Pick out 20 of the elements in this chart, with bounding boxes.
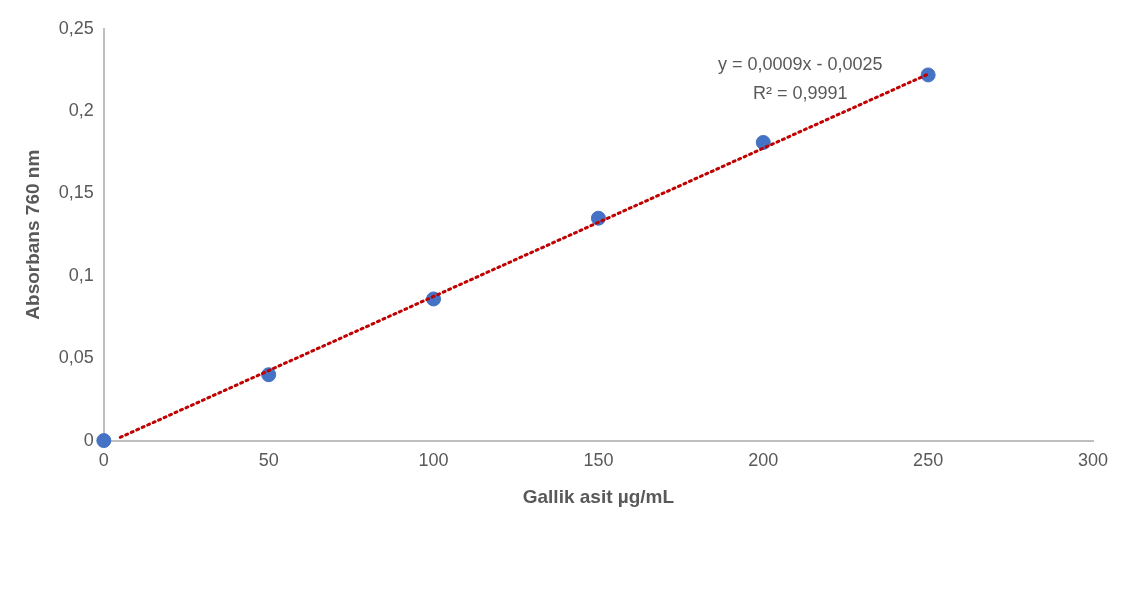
point <box>920 67 936 83</box>
x-tick-label: 300 <box>1077 450 1109 471</box>
x-axis-title: Gallik asit µg/mL <box>522 485 675 507</box>
point <box>96 433 112 449</box>
y-tick-label: 0,25 <box>58 17 94 38</box>
annotation: y = 0,0009x - 0,0025 <box>717 53 883 74</box>
x-tick-label: 250 <box>913 450 944 471</box>
x-tick-label: 150 <box>583 450 614 471</box>
point <box>755 134 771 150</box>
y-tick-label: 0 <box>83 429 94 450</box>
annotation: R² = 0,9991 <box>752 82 848 103</box>
x-tick-label: 50 <box>258 450 279 471</box>
y-axis-title: Absorbans 760 nm <box>21 149 43 320</box>
x-tick-label: 0 <box>98 450 109 471</box>
x-tick-label: 200 <box>748 450 779 471</box>
y-tick-label: 0,2 <box>68 100 94 121</box>
y-tick-label: 0,15 <box>58 182 94 203</box>
y-tick-label: 0,1 <box>68 264 94 285</box>
y-tick-label: 0,05 <box>58 347 94 368</box>
x-tick-label: 100 <box>418 450 449 471</box>
